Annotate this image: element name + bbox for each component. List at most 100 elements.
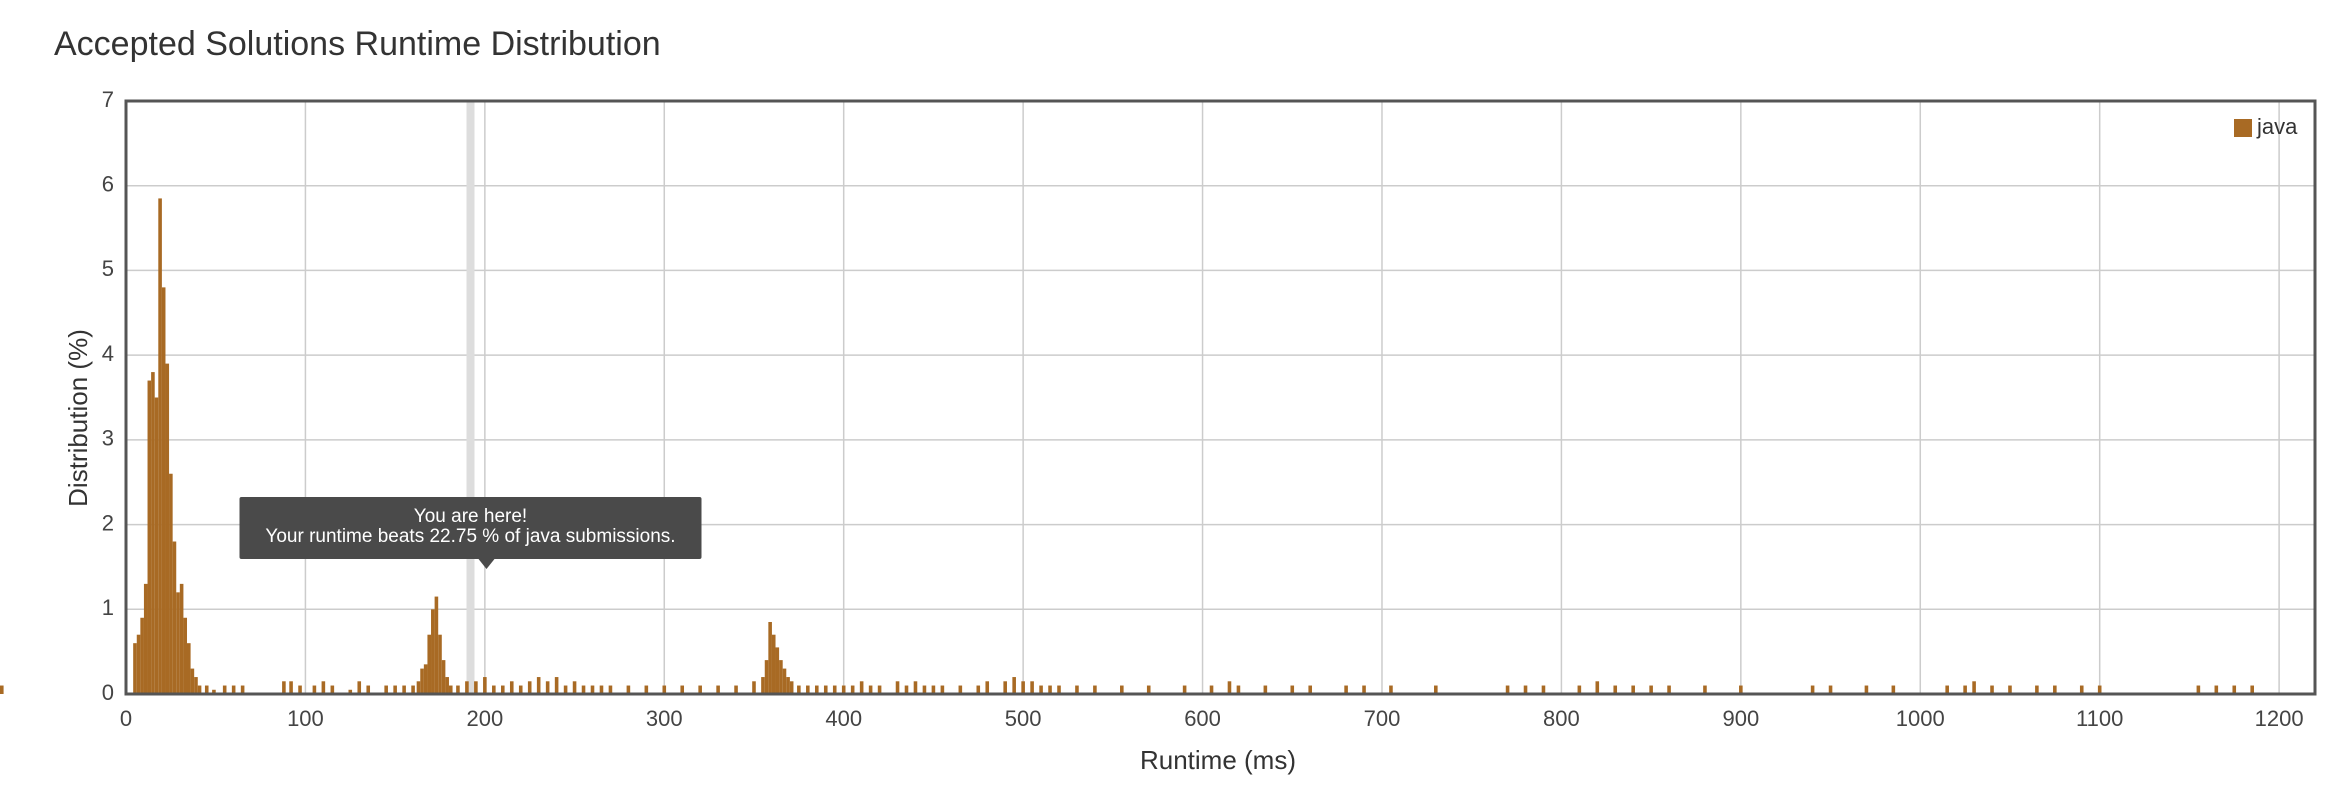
bar — [204, 685, 209, 694]
x-tick-label: 1000 — [1896, 706, 1945, 731]
bar — [492, 685, 496, 694]
bar — [1057, 685, 1061, 694]
bar — [1120, 685, 1124, 694]
bar — [1703, 685, 1707, 694]
bar — [1810, 685, 1815, 694]
bar — [536, 677, 541, 694]
bar — [958, 685, 963, 694]
bar — [823, 685, 828, 694]
bar — [212, 689, 216, 694]
bar — [330, 685, 335, 694]
bar — [172, 541, 177, 694]
bar — [222, 685, 227, 694]
y-tick-label: 4 — [102, 341, 114, 366]
bar — [465, 681, 469, 694]
bar — [768, 621, 772, 694]
y-tick-label: 6 — [102, 172, 114, 197]
bar — [572, 681, 577, 694]
bar — [169, 473, 173, 694]
bar — [136, 634, 141, 694]
bar — [1945, 685, 1949, 694]
bar — [877, 685, 882, 694]
bar — [431, 609, 435, 694]
bar — [859, 681, 864, 694]
bar — [0, 685, 4, 694]
bar — [509, 681, 514, 694]
y-tick-label: 1 — [102, 595, 114, 620]
bar — [752, 681, 756, 694]
bar — [2196, 685, 2201, 694]
x-tick-label: 1200 — [2255, 706, 2304, 731]
legend-label: java — [2256, 114, 2298, 139]
bar — [282, 681, 286, 694]
x-tick-label: 600 — [1184, 706, 1221, 731]
x-tick-label: 200 — [466, 706, 503, 731]
bar — [1577, 685, 1582, 694]
bar — [1093, 685, 1097, 694]
bar — [2079, 685, 2084, 694]
bar — [445, 677, 449, 694]
bar — [1595, 681, 1600, 694]
bar — [2214, 685, 2219, 694]
bar — [985, 681, 990, 694]
bar — [1864, 685, 1869, 694]
bar — [151, 372, 155, 694]
bar — [1434, 685, 1438, 694]
bar — [298, 685, 302, 694]
bar — [176, 592, 180, 694]
bar — [563, 685, 568, 694]
bar — [1003, 681, 1007, 694]
bar — [1362, 685, 1366, 694]
tooltip-box — [239, 497, 702, 559]
bar — [147, 380, 152, 694]
bar — [1021, 681, 1025, 694]
bar — [1146, 685, 1151, 694]
bar — [133, 643, 137, 694]
bar — [187, 643, 191, 694]
bar — [2250, 685, 2254, 694]
bar — [734, 685, 738, 694]
bar — [165, 363, 170, 694]
legend-swatch — [2232, 117, 2254, 139]
y-tick-label: 2 — [102, 510, 114, 535]
bar — [2008, 685, 2012, 694]
bar — [411, 685, 415, 694]
chart-title: Accepted Solutions Runtime Distribution — [54, 25, 661, 63]
bar — [456, 685, 460, 694]
bar — [366, 685, 371, 694]
bar — [1308, 685, 1313, 694]
bar — [1613, 685, 1618, 694]
bar — [850, 685, 855, 694]
bar — [438, 634, 442, 694]
bar — [608, 685, 613, 694]
bar — [590, 685, 595, 694]
x-tick-label: 500 — [1005, 706, 1042, 731]
y-tick-label: 3 — [102, 426, 114, 451]
x-tick-label: 400 — [825, 706, 862, 731]
bar — [1631, 685, 1635, 694]
bar — [1290, 685, 1295, 694]
bar — [1030, 681, 1034, 694]
bar — [761, 677, 765, 694]
bar — [179, 583, 184, 694]
bar — [161, 287, 166, 694]
bar — [1039, 685, 1043, 694]
bar — [662, 685, 667, 694]
bar — [289, 681, 293, 694]
x-tick-label: 800 — [1543, 706, 1580, 731]
bar — [384, 685, 388, 694]
bar — [2053, 685, 2057, 694]
bar — [1236, 685, 1241, 694]
x-tick-label: 100 — [287, 706, 324, 731]
bar — [183, 617, 188, 694]
tooltip-text: Your runtime beats 22.75 % of java submi… — [265, 526, 675, 547]
bar — [348, 689, 353, 694]
bar — [1389, 685, 1393, 694]
bar — [423, 664, 428, 694]
bar — [1667, 685, 1671, 694]
bar — [626, 685, 631, 694]
bar — [1541, 685, 1546, 694]
bar — [1990, 685, 1994, 694]
bar — [1649, 685, 1653, 694]
